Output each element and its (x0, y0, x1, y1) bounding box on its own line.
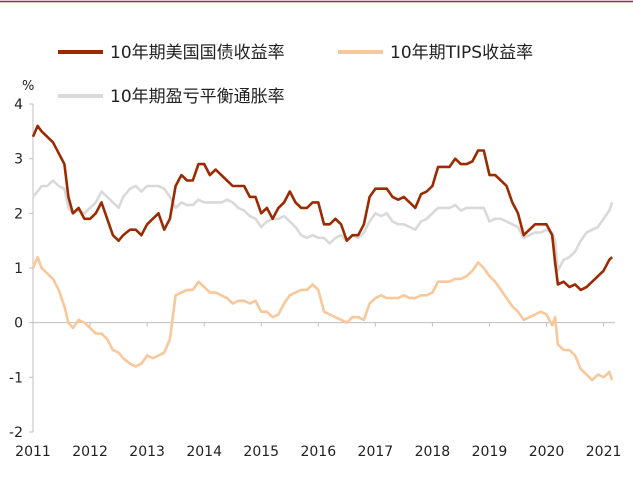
x-ticks: 2011 2012 2013 2014 2015 2016 2017 2018 2019 2020… (15, 322, 622, 460)
series-line-treasury (31, 124, 614, 292)
legend-label-treasury: 10年期美国国债收益率 (110, 43, 285, 63)
y-tick-label: 2 (14, 206, 23, 222)
x-tick-label: 2012 (72, 444, 108, 460)
y-ticks: 4 3 2 1 0 -1 -2 (9, 97, 33, 441)
x-tick-label: 2020 (529, 444, 565, 460)
x-tick-label: 2015 (243, 444, 279, 460)
x-tick-label: 2017 (358, 444, 394, 460)
y-tick-label: -1 (9, 370, 23, 386)
series-line-tips (31, 255, 614, 382)
x-tick-label: 2014 (186, 444, 222, 460)
y-tick-label: 1 (14, 261, 23, 277)
x-tick-label: 2019 (472, 444, 508, 460)
y-tick-label: 3 (14, 152, 23, 168)
legend-label-breakeven: 10年期盈亏平衡通胀率 (110, 87, 285, 107)
legend: 10年期美国国债收益率 10年期TIPS收益率 10年期盈亏平衡通胀率 (58, 43, 533, 107)
x-tick-label: 2016 (300, 444, 336, 460)
x-tick-label: 2011 (15, 444, 51, 460)
x-tick-label: 2013 (129, 444, 165, 460)
series-layer (31, 124, 614, 382)
y-tick-label: -2 (9, 425, 23, 441)
y-tick-label: 0 (14, 316, 23, 332)
x-tick-label: 2021 (586, 444, 622, 460)
series-line-breakeven (32, 179, 614, 273)
x-tick-label: 2018 (415, 444, 451, 460)
y-axis-unit: % (22, 79, 34, 94)
y-tick-label: 4 (14, 97, 23, 113)
legend-label-tips: 10年期TIPS收益率 (390, 43, 533, 63)
